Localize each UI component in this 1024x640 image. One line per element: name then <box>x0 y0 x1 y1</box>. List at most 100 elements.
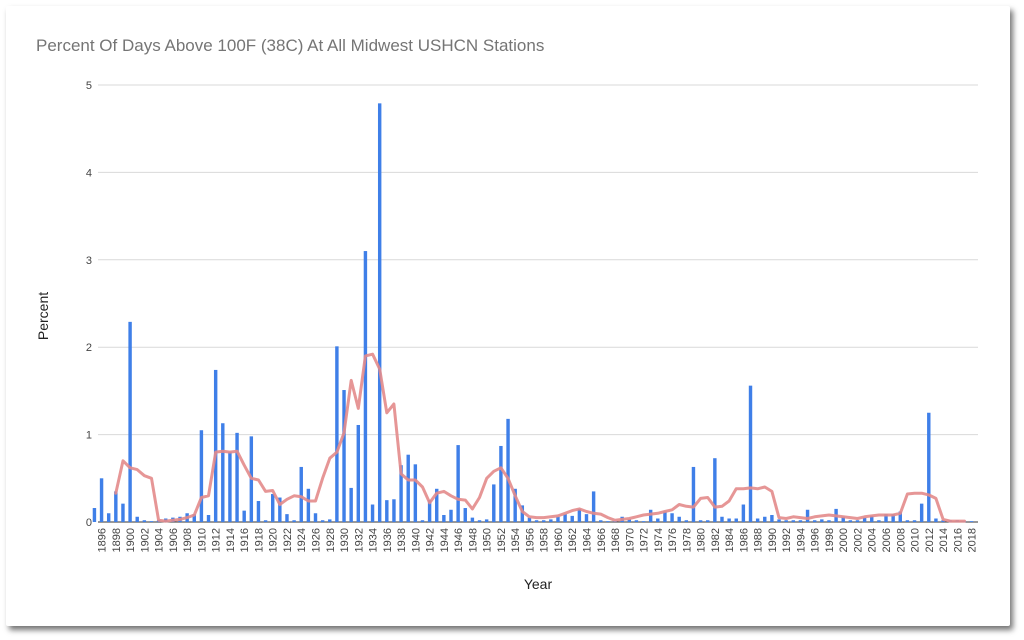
x-tick-label: 1924 <box>296 528 308 552</box>
bar-1986 <box>741 504 746 522</box>
bar-2008 <box>898 511 902 522</box>
x-tick-label: 1976 <box>667 528 679 552</box>
x-tick-label: 1960 <box>553 528 565 552</box>
bar-2012 <box>927 412 931 522</box>
bar-1931 <box>349 487 353 522</box>
bar-1963 <box>577 508 582 522</box>
y-tick-label: 5 <box>86 80 92 92</box>
x-tick-label: 1952 <box>496 528 508 552</box>
x-tick-label: 1992 <box>781 528 793 552</box>
x-tick-label: 1942 <box>425 528 437 552</box>
bar-1987 <box>748 385 753 522</box>
bar-1974 <box>656 518 660 522</box>
x-tick-label: 1988 <box>753 528 765 552</box>
bar-1966 <box>599 520 603 522</box>
bar-1998 <box>827 520 831 522</box>
x-tick-label: 2012 <box>924 528 936 552</box>
bar-1983 <box>720 516 724 522</box>
bar-1947 <box>463 508 467 522</box>
x-tick-label: 1958 <box>539 528 551 552</box>
bar-1936 <box>385 500 389 522</box>
bar-2003 <box>862 517 867 522</box>
bar-1952 <box>499 445 503 522</box>
bar-1976 <box>670 513 674 522</box>
x-tick-label: 1908 <box>182 528 194 552</box>
x-tick-label: 1968 <box>610 528 622 552</box>
bar-1937 <box>392 499 396 522</box>
bar-1916 <box>242 510 246 522</box>
bar-1988 <box>755 518 760 522</box>
bar-1954 <box>513 488 517 522</box>
x-tick-label: 1982 <box>710 528 722 552</box>
x-tick-label: 1930 <box>339 528 351 552</box>
x-tick-label: 1984 <box>724 528 736 552</box>
bar-1901 <box>135 516 139 522</box>
bar-1939 <box>406 454 410 522</box>
bar-2013 <box>934 518 938 522</box>
x-tick-label: 1990 <box>767 528 779 552</box>
bar-1996 <box>812 520 817 522</box>
chart-card <box>6 6 1010 626</box>
bar-1909 <box>192 514 196 522</box>
x-tick-label: 1932 <box>353 528 365 552</box>
bar-1975 <box>663 511 667 522</box>
y-axis-title: Percent <box>35 292 51 340</box>
bar-1992 <box>784 520 788 522</box>
bar-1912 <box>213 369 218 522</box>
bar-1960 <box>556 516 560 522</box>
bar-1973 <box>648 509 653 522</box>
bar-1932 <box>356 424 361 522</box>
trend-line <box>114 352 966 523</box>
x-tick-label: 2010 <box>910 528 922 552</box>
x-tick-label: 1964 <box>581 528 593 552</box>
bar-1945 <box>449 509 453 522</box>
x-tick-label: 1996 <box>810 528 822 552</box>
bar-2005 <box>877 520 881 522</box>
x-tick-label: 1914 <box>225 528 237 552</box>
bar-1934 <box>370 504 375 522</box>
bar-1950 <box>484 519 489 522</box>
bar-1944 <box>442 515 446 522</box>
bar-1921 <box>278 497 282 522</box>
bar-2011 <box>919 503 924 522</box>
bar-1957 <box>534 520 539 522</box>
bar-2000 <box>841 516 845 522</box>
bar-2014 <box>941 520 945 522</box>
x-tick-label: 1934 <box>368 528 380 552</box>
bar-1928 <box>328 519 332 522</box>
bar-1929 <box>335 346 339 522</box>
x-tick-label: 1970 <box>624 528 636 552</box>
x-tick-label: 1902 <box>139 528 151 552</box>
bar-1971 <box>634 520 639 522</box>
x-tick-label: 1940 <box>410 528 422 552</box>
bar-2009 <box>905 520 910 522</box>
bar-1900 <box>128 321 132 522</box>
bar-1961 <box>563 514 567 522</box>
x-tick-label: 1972 <box>639 528 651 552</box>
x-tick-label: 2000 <box>838 528 850 552</box>
bar-1924 <box>299 466 303 522</box>
x-tick-label: 1994 <box>795 528 807 552</box>
bar-1977 <box>677 516 681 522</box>
bar-1946 <box>456 445 460 522</box>
x-tick-label: 2004 <box>867 528 879 552</box>
bar-1942 <box>427 500 432 522</box>
bar-1995 <box>805 509 810 522</box>
x-tick-label: 1946 <box>453 528 465 552</box>
x-tick-label: 1898 <box>111 528 123 552</box>
x-tick-label: 1912 <box>211 528 223 552</box>
x-tick-label: 1906 <box>168 528 180 552</box>
bar-1896 <box>99 478 104 522</box>
bar-1915 <box>235 432 239 522</box>
bar-2018 <box>969 521 974 522</box>
bar-1933 <box>363 251 368 522</box>
bar-1980 <box>698 520 703 522</box>
x-tick-label: 1926 <box>311 528 323 552</box>
bar-1902 <box>142 520 147 522</box>
bar-1926 <box>313 513 318 522</box>
x-tick-label: 1918 <box>253 528 265 552</box>
x-tick-label: 1944 <box>439 528 451 552</box>
bar-1956 <box>527 517 532 522</box>
bar-1982 <box>713 458 717 522</box>
bar-1959 <box>549 519 553 522</box>
